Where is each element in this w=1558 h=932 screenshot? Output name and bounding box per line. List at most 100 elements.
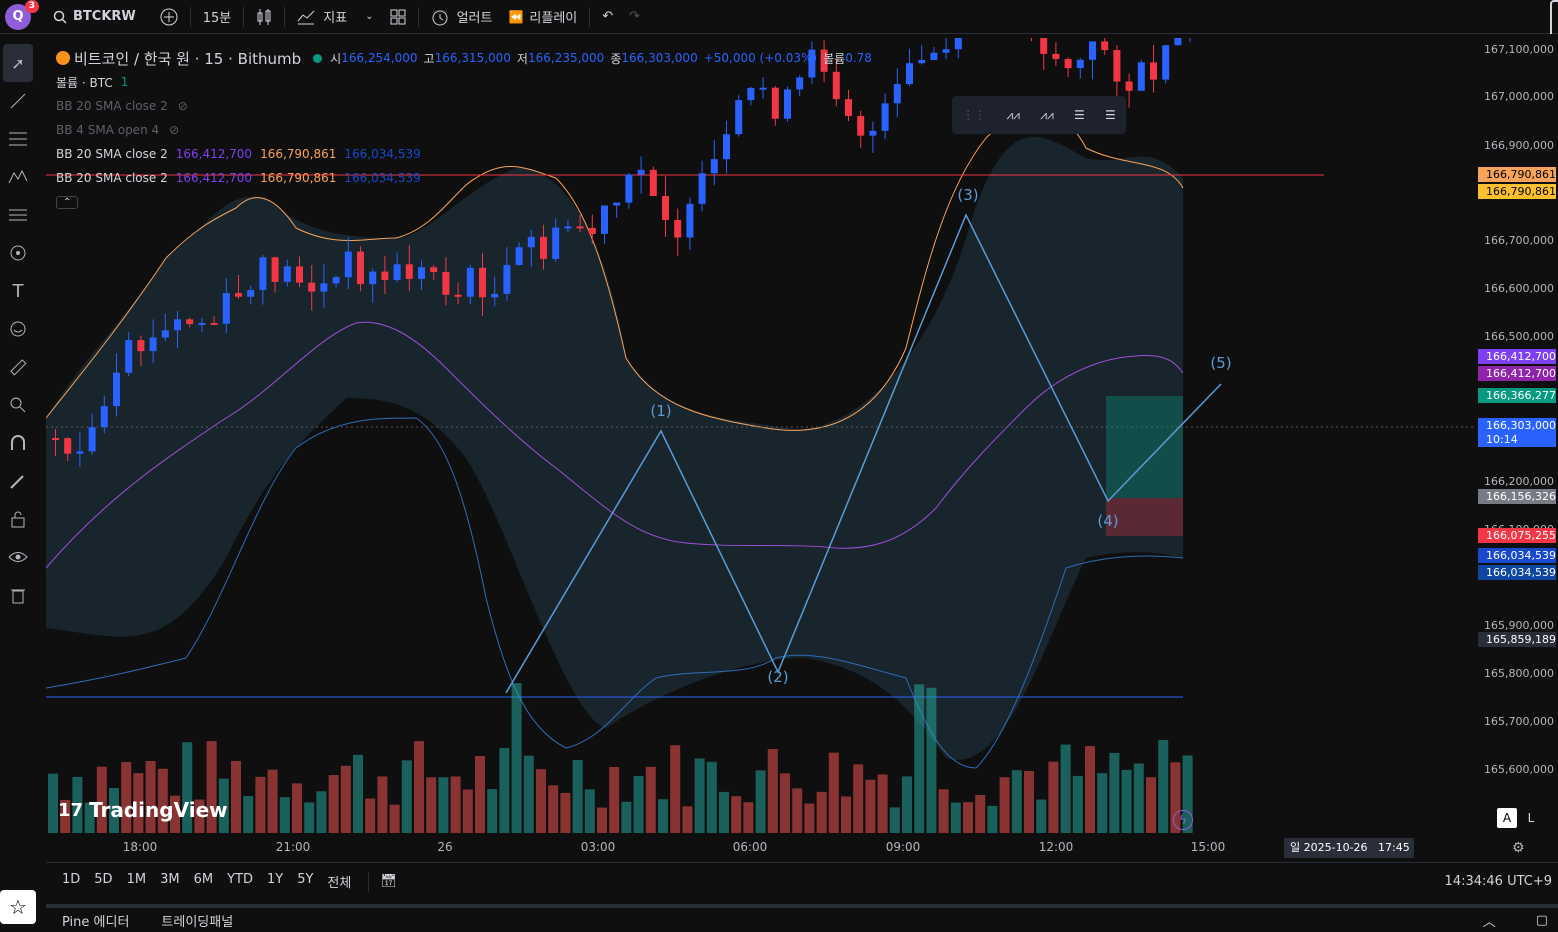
range-button[interactable]: 6M [193,872,214,887]
candle-body [649,169,657,197]
candle-body [857,115,865,136]
clock-label[interactable]: 14:34:46 UTC+9 [1444,874,1552,889]
range-button[interactable]: 3M [160,872,180,887]
zoom-tool-icon[interactable] [0,386,36,424]
chart-pane[interactable]: (1) (2) (3) (4) (5) [46,38,1558,860]
range-buttons: 1D 5D 1M 3M 6M YTD 1Y 5Y 전체 [55,872,358,891]
price-scale[interactable]: 167,100,000 167,000,000 166,900,000 166,700… [1476,38,1558,838]
tab-trading-panel[interactable]: 트레이딩패널 [161,914,234,930]
trash-icon[interactable] [0,576,36,614]
volume-bar [853,764,864,833]
elliott-correction-icon[interactable]: ⩘⩘ [1040,107,1054,122]
legend-volume-row[interactable]: 볼륨 · BTC 1 [56,70,872,94]
replay-button[interactable]: ⏪ 리플레이 [500,0,585,34]
range-button[interactable]: 전체 [327,876,352,891]
layouts-button[interactable] [382,0,414,34]
elliott-wave-label: (4) [1097,512,1118,530]
tab-pine-editor[interactable]: Pine 에디터 [62,914,130,930]
volume-bar [1036,799,1047,833]
symbol-search-button[interactable]: BTCKRW [45,0,144,34]
undo-button[interactable]: ↶ [594,0,621,34]
legend-bb3-row[interactable]: BB 20 SMA close 2 166,412,700 166,790,861 1… [56,142,872,166]
elliott-impulse-icon[interactable]: ⩘⩘ [1006,107,1020,122]
candle-body [601,205,608,234]
volume-value: 0.78 [845,51,872,65]
bb3-name: BB 20 SMA close 2 [56,147,168,161]
eye-off-icon[interactable]: ⊘ [177,99,188,113]
volume-bar [828,752,839,833]
calendar-icon: 📅︎ [380,874,397,889]
price-label: 167,000,000 [1484,90,1554,103]
prediction-tool-icon[interactable] [0,196,36,234]
redo-button[interactable]: ↷ [621,0,648,34]
volume-bar [1158,739,1169,833]
range-button[interactable]: 1Y [266,872,284,887]
volume-bar [206,741,217,833]
candle-body [344,251,352,278]
pencil-lock-icon[interactable] [0,462,36,500]
collapse-legend-icon[interactable]: ⌃ [56,195,79,209]
compare-symbol-button[interactable] [152,0,186,34]
eye-icon[interactable] [0,538,36,576]
chart-canvas[interactable]: (1) (2) (3) (4) (5) [46,38,1476,838]
alert-button[interactable]: 얼러트 [423,0,501,34]
chevron-up-icon[interactable]: ︿ [1482,914,1496,930]
legend-bb2-row[interactable]: BB 4 SMA open 4 ⊘ [56,118,872,142]
candle-body [125,340,133,373]
legend-bb4-row[interactable]: BB 20 SMA close 2 166,412,700 166,790,861 1… [56,166,872,190]
ruler-tool-icon[interactable] [0,348,36,386]
candle-body [479,267,486,298]
indicators-button[interactable]: 지표 ⌄ [289,0,381,34]
candle-body [296,266,303,283]
tradingview-watermark[interactable]: 𝟭𝟳 TradingView [58,798,228,822]
eye-off-icon[interactable]: ⊘ [169,123,180,137]
chart-type-button[interactable] [248,0,280,34]
fib-tool-icon[interactable] [0,120,36,158]
rewind-icon: ⏪ [508,9,524,24]
legend-bb1-row[interactable]: BB 20 SMA close 2 ⊘ [56,94,872,118]
magnet-tool-icon[interactable] [0,424,36,462]
price-tag: 166,412,700 [1478,349,1556,364]
drag-handle-icon[interactable]: ⋮⋮ [962,108,987,122]
bitcoin-icon [56,51,70,65]
candle-body [784,89,791,119]
low-value: 166,235,000 [527,51,605,65]
candle-body [332,277,340,284]
maximize-icon[interactable]: ▢ [1535,912,1548,928]
cursor-tool-icon[interactable]: ➚ [3,44,33,82]
time-scale[interactable]: 18:00 21:00 26 03:00 06:00 09:00 12:00 15:00 [46,838,1476,858]
symbol-title[interactable]: 비트코인 / 한국 원 · 15 · Bithumb [74,49,302,68]
interval-button[interactable]: 15분 [202,11,232,26]
brush-tool-icon[interactable] [0,234,36,272]
elliott-combo-icon[interactable]: ☰ [1105,108,1116,122]
watchlist-star-icon[interactable]: ☆ [0,890,36,924]
elliott-wave-label: (2) [767,668,788,686]
log-scale-button[interactable]: L [1527,811,1535,825]
candle-body [235,292,242,297]
volume-bar [316,791,327,833]
lock-icon[interactable] [0,500,36,538]
elliott-triangle-icon[interactable]: ☰ [1074,108,1085,122]
text-tool-icon[interactable]: T [12,280,24,302]
trendline-tool-icon[interactable] [0,82,36,120]
candle-body [1040,38,1048,54]
goto-date-button[interactable]: 📅︎ [373,874,404,889]
pattern-tool-icon[interactable] [0,158,36,196]
lightning-icon[interactable]: ϟ [1173,810,1193,830]
alert-label: 얼러트 [456,11,493,26]
range-button[interactable]: 1D [62,872,81,887]
price-tag: 166,366,277 [1478,388,1556,403]
settings-gear-icon[interactable]: ⚙ [1512,840,1525,856]
chevron-down-icon[interactable]: ⌄ [365,11,374,22]
auto-scale-button[interactable]: A [1497,808,1517,828]
time-label: 09:00 [885,840,921,854]
range-button[interactable]: YTD [227,872,253,887]
volume-bar [658,799,668,833]
candle-body [686,203,694,238]
emoji-tool-icon[interactable] [0,310,36,348]
range-button[interactable]: 5Y [297,872,314,887]
range-button[interactable]: 5D [94,872,113,887]
range-button[interactable]: 1M [126,872,147,887]
volume-bar [279,797,290,833]
